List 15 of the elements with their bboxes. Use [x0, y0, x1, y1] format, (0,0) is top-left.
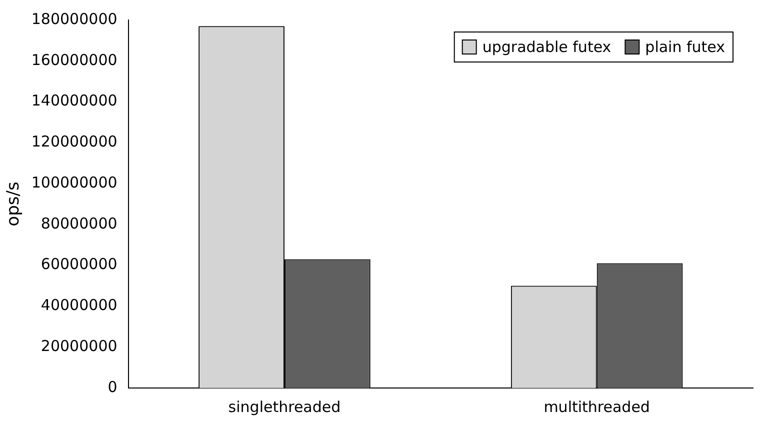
y-tick-label: 140000000: [31, 92, 118, 110]
y-tick-label: 180000000: [31, 10, 118, 28]
legend-label: plain futex: [645, 38, 726, 56]
y-tick-label: 100000000: [31, 173, 118, 192]
y-tick-label: 160000000: [31, 50, 118, 69]
y-tick-label: 20000000: [40, 337, 118, 355]
y-tick-label: 80000000: [40, 214, 118, 232]
y-tick-label: 120000000: [31, 132, 118, 151]
y-tick-label: 0: [108, 378, 118, 396]
y-tick-label: 40000000: [40, 296, 118, 314]
legend-label: upgradable futex: [482, 38, 612, 56]
y-axis-title: ops/s: [4, 182, 24, 226]
x-tick-label: singlethreaded: [228, 398, 341, 416]
x-tick-label: multithreaded: [544, 398, 650, 416]
y-tick-label: 60000000: [40, 255, 118, 274]
